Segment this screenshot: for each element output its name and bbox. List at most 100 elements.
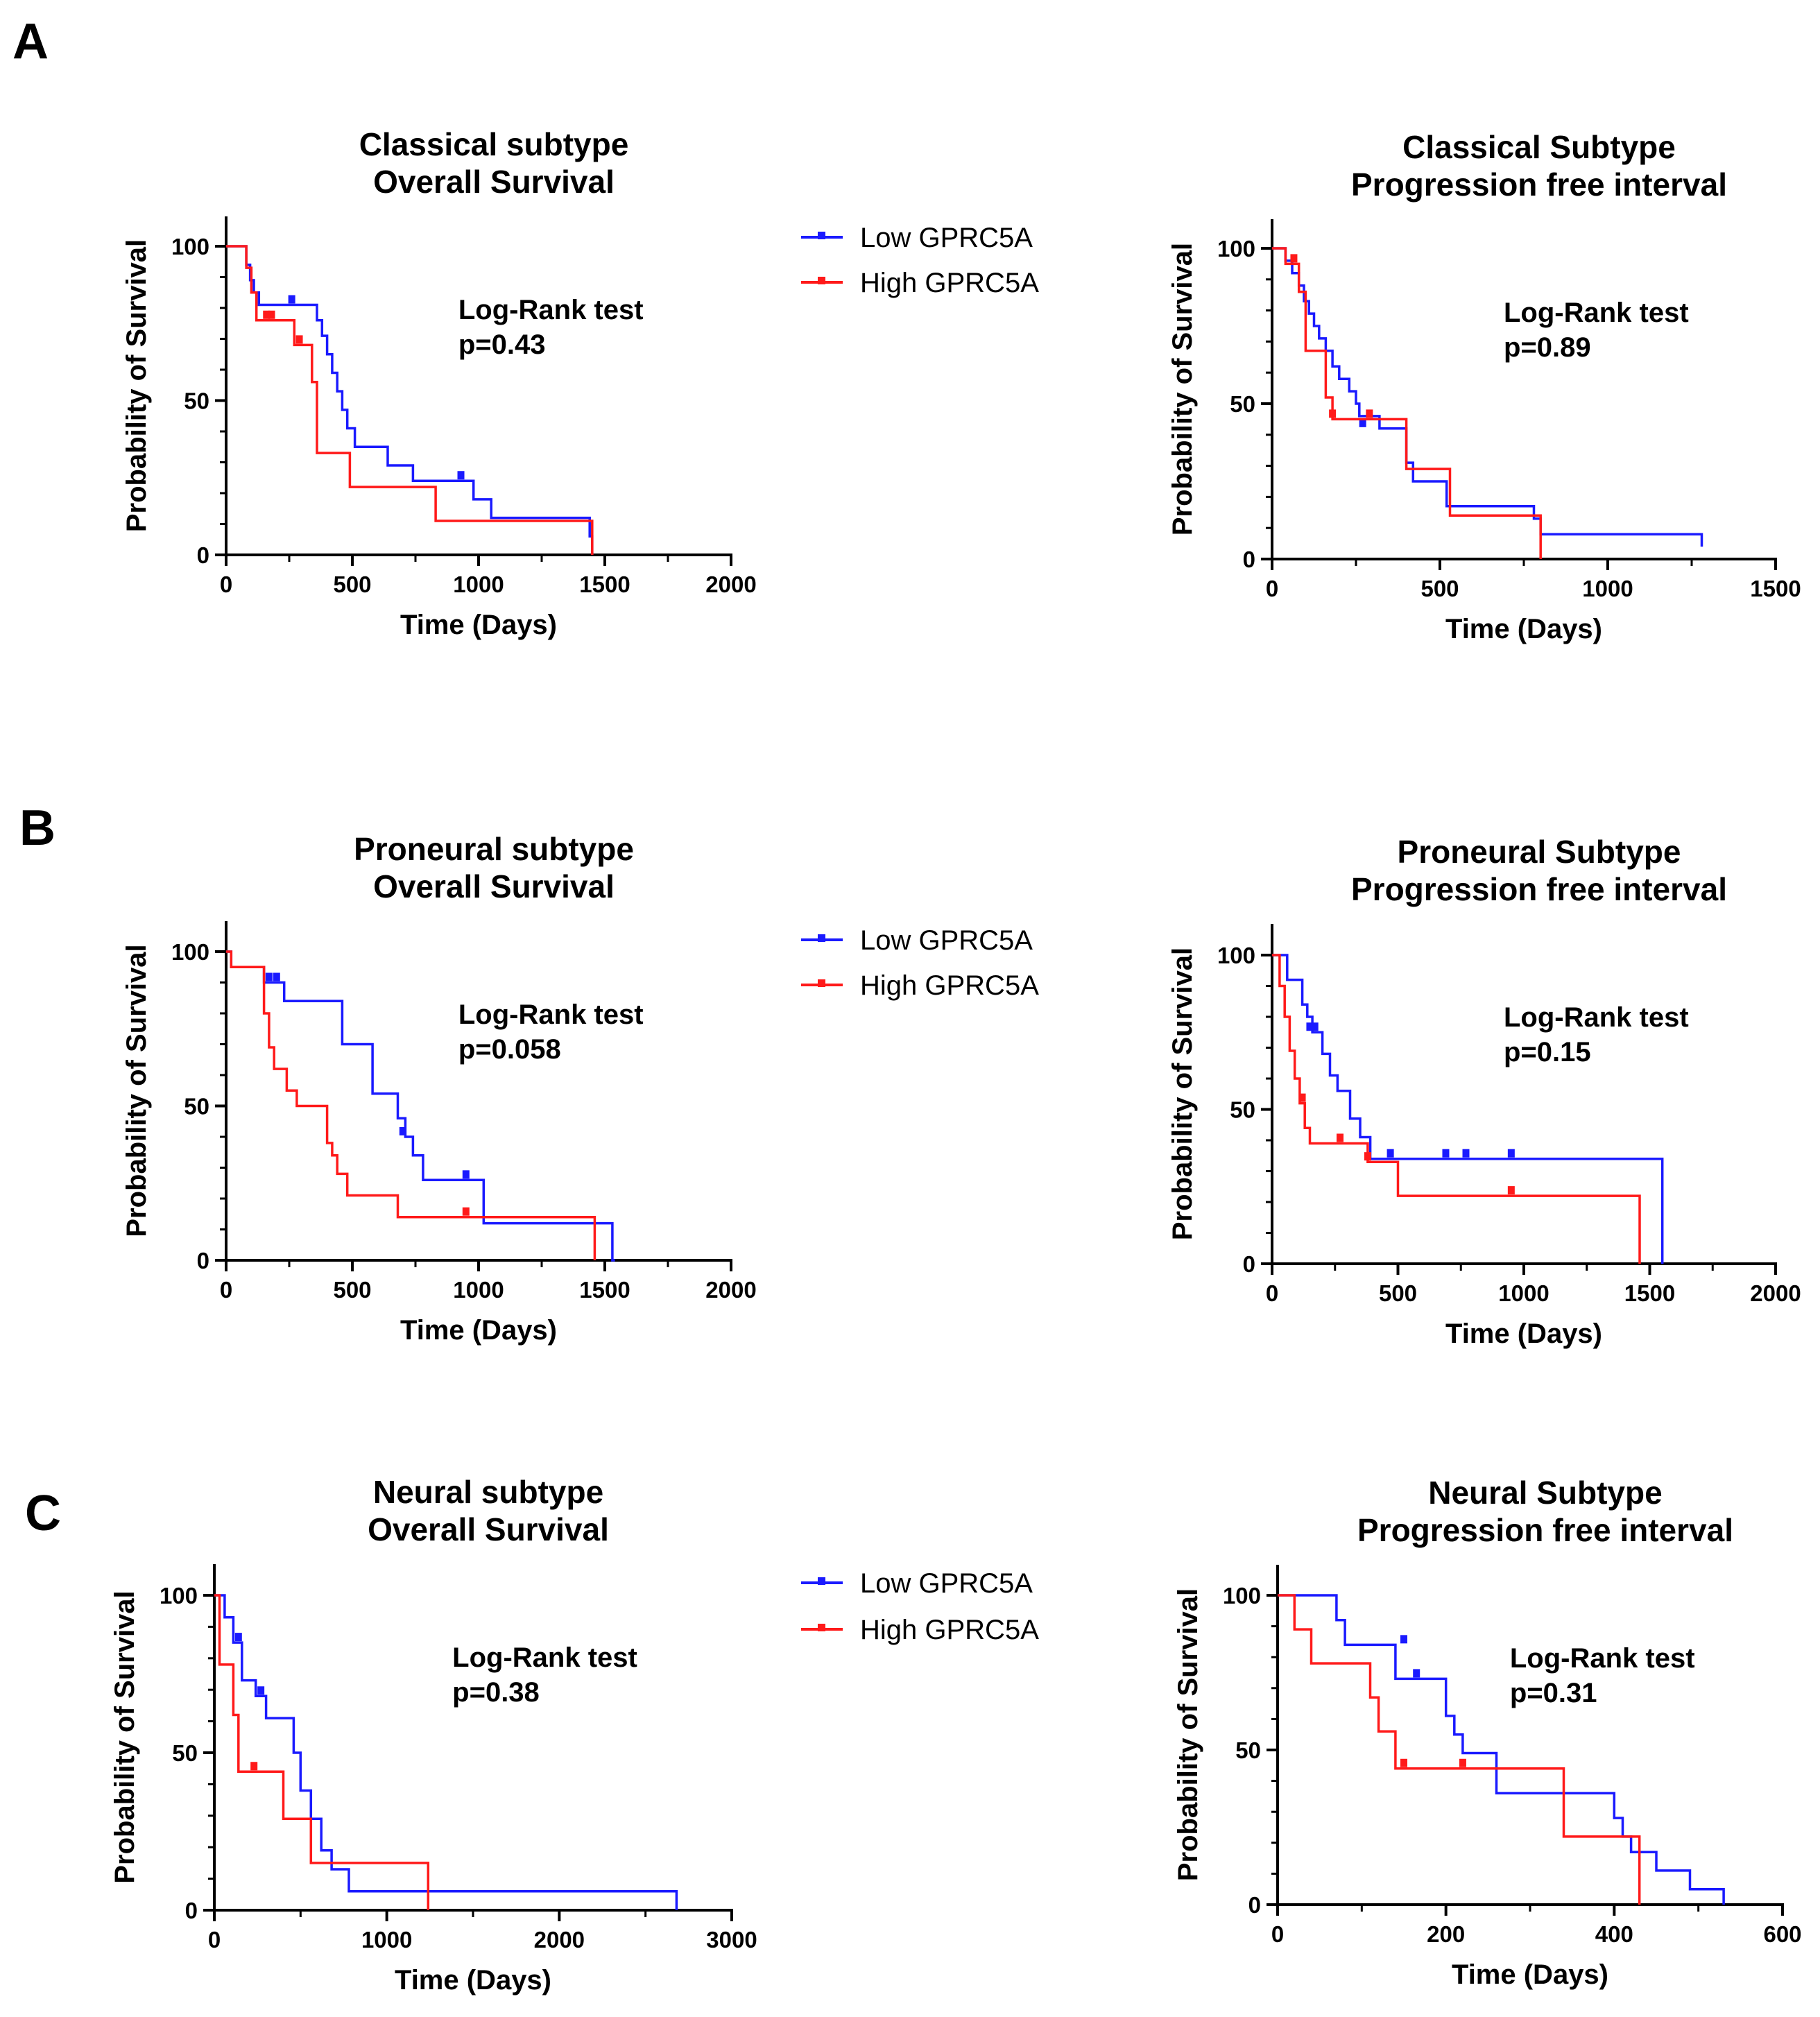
chart-2-ytick-label: 100 [171, 939, 209, 965]
chart-1-series-low-line [1272, 247, 1703, 547]
chart-5-p-value: p=0.31 [1510, 1678, 1597, 1708]
chart-3-series-low-censor [1507, 1149, 1515, 1158]
chart-5-subtitle: Progression free interval [1357, 1512, 1733, 1548]
chart-2-title: Proneural subtype [354, 831, 634, 867]
legend-c-low-marker [818, 1577, 825, 1585]
chart-4-series-low-censor [234, 1633, 242, 1642]
chart-4-series-high-censor [250, 1762, 258, 1771]
chart-3-xlabel: Time (Days) [1445, 1319, 1602, 1349]
chart-1-xlabel: Time (Days) [1445, 614, 1602, 644]
chart-2-series-low-line [226, 950, 615, 1262]
chart-1-ytick-label: 0 [1243, 547, 1255, 572]
chart-2-series-low-censor [462, 1170, 470, 1179]
chart-5-xtick-label: 400 [1595, 1921, 1633, 1947]
chart-0-series-low-censor [457, 471, 465, 480]
legend-a-low-marker [818, 232, 825, 239]
chart-0-ytick-label: 0 [197, 542, 209, 568]
chart-3-xtick-label: 0 [1266, 1280, 1278, 1306]
chart-0-series-high-censor [295, 335, 303, 344]
chart-2-ytick-label: 50 [184, 1094, 209, 1119]
chart-3-xtick-label: 1000 [1498, 1280, 1549, 1306]
legend-a-high-marker [818, 277, 825, 284]
chart-1-xtick-label: 500 [1420, 576, 1459, 601]
chart-0-series-high-censor [263, 310, 271, 319]
chart-2-series-high-line [226, 950, 596, 1260]
panel-label-c: C [25, 1486, 61, 1541]
chart-0-series-high-line [226, 245, 594, 555]
chart-5-xtick-label: 600 [1763, 1921, 1801, 1947]
panel-label-b: B [19, 800, 55, 856]
legend-a: Low GPRC5A High GPRC5A [801, 223, 1039, 298]
chart-1-series-high-censor [1329, 409, 1337, 418]
chart-0-subtitle: Overall Survival [373, 164, 615, 200]
chart-0-xtick-label: 1000 [453, 572, 504, 597]
chart-3-xtick-label: 500 [1379, 1280, 1417, 1306]
chart-0-series-high-censor [268, 310, 275, 319]
chart-2-xtick-label: 0 [220, 1277, 232, 1303]
chart-1-series-high-line [1272, 247, 1542, 559]
chart-4-series-low-censor [257, 1686, 265, 1695]
chart-2-stat-label: Log-Rank test [458, 999, 644, 1030]
chart-4-series-high-line [214, 1594, 430, 1910]
chart-5-series-low-line [1278, 1594, 1725, 1905]
chart-5-ylabel: Probability of Survival [1173, 1588, 1203, 1881]
chart-5-xtick-label: 200 [1427, 1921, 1465, 1947]
chart-0-title: Classical subtype [359, 126, 629, 162]
chart-4-title: Neural subtype [373, 1474, 603, 1510]
chart-2-xtick-label: 2000 [705, 1277, 756, 1303]
chart-4-ylabel: Probability of Survival [110, 1590, 140, 1883]
chart-3-stat-label: Log-Rank test [1504, 1002, 1689, 1033]
chart-4-subtitle: Overall Survival [368, 1511, 609, 1547]
chart-3-ylabel: Probability of Survival [1167, 947, 1198, 1240]
chart-0-ytick-label: 50 [184, 388, 209, 414]
chart-0-xtick-label: 2000 [705, 572, 756, 597]
legend-c-low-label: Low GPRC5A [860, 1568, 1033, 1599]
legend-a-high-label: High GPRC5A [860, 268, 1039, 298]
chart-0-stat-label: Log-Rank test [458, 295, 644, 325]
chart-4-p-value: p=0.38 [452, 1677, 540, 1708]
chart-5-ytick-label: 50 [1235, 1737, 1261, 1763]
chart-2-xlabel: Time (Days) [400, 1315, 557, 1346]
chart-2-xtick-label: 500 [333, 1277, 371, 1303]
chart-5-ytick-label: 0 [1248, 1892, 1261, 1918]
chart-1-xtick-label: 1000 [1582, 576, 1633, 601]
chart-1-ylabel: Probability of Survival [1167, 243, 1198, 535]
chart-3-xtick-label: 1500 [1624, 1280, 1675, 1306]
chart-1-series-low-censor [1359, 418, 1366, 427]
chart-0-xlabel: Time (Days) [400, 610, 557, 640]
legend-c-high-label: High GPRC5A [860, 1615, 1039, 1645]
chart-5-xlabel: Time (Days) [1452, 1959, 1608, 1990]
chart-3-series-low-censor [1306, 1022, 1314, 1031]
chart-3-series-high-censor [1298, 1093, 1306, 1102]
chart-1-ytick-label: 100 [1217, 236, 1255, 261]
chart-2-series-high-censor [462, 1207, 470, 1216]
chart-2-ytick-label: 0 [197, 1248, 209, 1273]
chart-3-series-high-line [1272, 954, 1641, 1264]
chart-1-subtitle: Progression free interval [1351, 166, 1727, 203]
chart-2-series-low-censor [399, 1127, 406, 1135]
chart-2-subtitle: Overall Survival [373, 868, 615, 904]
chart-3-p-value: p=0.15 [1504, 1037, 1591, 1067]
chart-4-xtick-label: 3000 [706, 1927, 757, 1952]
chart-5-ytick-label: 100 [1223, 1583, 1261, 1608]
chart-5-series-low-censor [1400, 1635, 1407, 1644]
legend-b: Low GPRC5A High GPRC5A [801, 925, 1039, 1001]
legend-c-high-marker [818, 1624, 825, 1631]
panel-label-a: A [12, 14, 49, 69]
chart-4-stat-label: Log-Rank test [452, 1642, 637, 1673]
chart-3-ytick-label: 0 [1243, 1251, 1255, 1277]
chart-1-series-high-censor [1366, 409, 1373, 418]
chart-0-ylabel: Probability of Survival [121, 239, 152, 532]
chart-4-ytick-label: 100 [160, 1583, 198, 1608]
legend-c: Low GPRC5A High GPRC5A [801, 1568, 1039, 1645]
chart-2-xtick-label: 1000 [453, 1277, 504, 1303]
chart-5-series-high-line [1278, 1594, 1641, 1905]
chart-1-p-value: p=0.89 [1504, 332, 1591, 363]
chart-3-series-low-censor [1442, 1149, 1450, 1158]
chart-3-series-low-censor [1311, 1022, 1319, 1031]
chart-3-series-low-censor [1462, 1149, 1470, 1158]
chart-2-xtick-label: 1500 [579, 1277, 630, 1303]
chart-1-ytick-label: 50 [1230, 391, 1255, 417]
